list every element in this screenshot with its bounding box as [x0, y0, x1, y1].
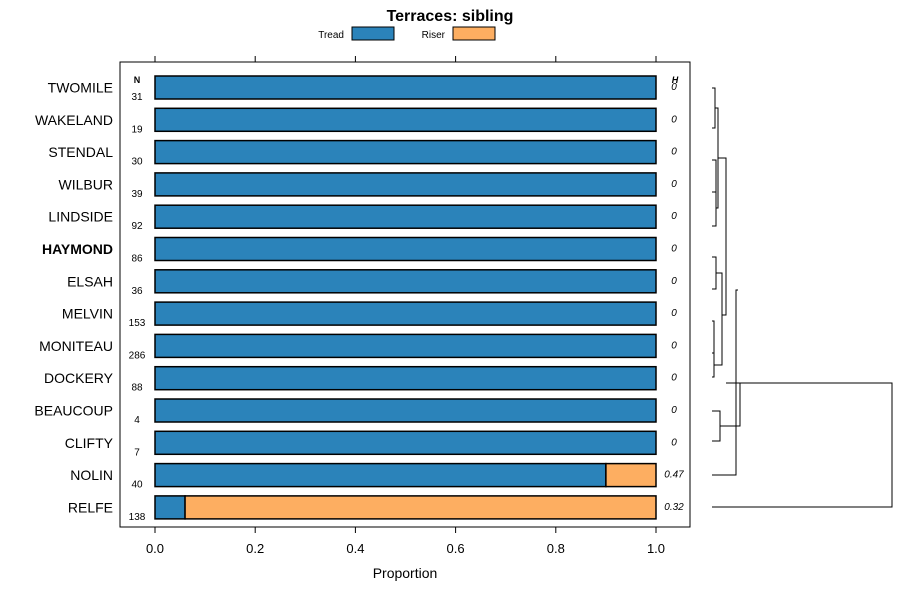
n-label-melvin: 153 — [129, 318, 146, 329]
category-label-beaucoup: BEAUCOUP — [34, 403, 113, 419]
legend-label-riser: Riser — [422, 30, 446, 41]
n-label-relfe: 138 — [129, 512, 146, 523]
h-label-stendal: 0 — [671, 147, 677, 158]
plot-panel — [119, 61, 691, 528]
chart-title: Terraces: sibling — [387, 8, 514, 25]
bar-riser-nolin — [605, 462, 657, 488]
bar-tread-relfe — [154, 495, 186, 520]
bars-group — [154, 75, 657, 520]
x-axis-label: Proportion — [373, 565, 438, 581]
category-label-relfe: RELFE — [68, 499, 113, 515]
bar-tread-wilbur — [154, 172, 657, 197]
legend: Tread Riser — [318, 26, 496, 41]
bar-tread-lindside — [154, 204, 657, 229]
bar-tread-nolin — [154, 462, 607, 488]
bar-tread-elsah — [154, 269, 657, 294]
category-label-melvin: MELVIN — [62, 306, 113, 322]
x-tick-label-2: 0.4 — [346, 541, 364, 556]
bar-tread-wakeland — [154, 107, 657, 133]
n-label-nolin: 40 — [131, 480, 143, 491]
n-label-stendal: 30 — [131, 157, 143, 168]
x-tick-label-5: 1.0 — [647, 541, 665, 556]
category-label-nolin: NOLIN — [70, 467, 113, 483]
h-label-wilbur: 0 — [671, 179, 677, 190]
h-label-relfe: 0.32 — [664, 502, 684, 513]
x-tick-label-0: 0.0 — [146, 541, 164, 556]
n-label-wakeland: 19 — [131, 124, 143, 135]
legend-swatch-riser — [452, 26, 496, 41]
n-label-clifty: 7 — [134, 447, 140, 458]
bar-tread-stendal — [154, 139, 657, 165]
x-tick-label-4: 0.8 — [547, 541, 565, 556]
bar-tread-haymond — [154, 236, 657, 262]
category-label-clifty: CLIFTY — [65, 435, 114, 451]
category-label-stendal: STENDAL — [48, 144, 113, 160]
x-tick-label-1: 0.2 — [246, 541, 264, 556]
category-label-haymond: HAYMOND — [42, 241, 113, 257]
n-label-elsah: 36 — [131, 286, 143, 297]
n-label-wilbur: 39 — [131, 189, 143, 200]
n-column-header: N — [134, 75, 141, 85]
legend-label-tread: Tread — [318, 30, 344, 41]
n-label-beaucoup: 4 — [134, 415, 140, 426]
h-label-nolin: 0.47 — [664, 470, 684, 481]
bar-tread-beaucoup — [154, 398, 657, 423]
n-label-lindside: 92 — [131, 221, 143, 232]
h-label-dockery: 0 — [671, 373, 677, 384]
bar-tread-clifty — [154, 430, 657, 456]
bar-tread-moniteau — [154, 333, 657, 359]
x-tick-label-3: 0.6 — [447, 541, 465, 556]
h-label-beaucoup: 0 — [671, 405, 677, 416]
category-label-wilbur: WILBUR — [59, 176, 113, 192]
bar-riser-relfe — [184, 495, 657, 520]
bar-tread-melvin — [154, 301, 657, 326]
bar-tread-dockery — [154, 365, 657, 391]
n-labels: 31 19 30 39 92 86 36 153 286 88 4 7 40 138 — [129, 92, 146, 523]
h-label-elsah: 0 — [671, 276, 677, 287]
category-labels: TWOMILE WAKELAND STENDAL WILBUR LINDSIDE HAYM… — [34, 80, 113, 516]
n-label-dockery: 88 — [131, 383, 143, 394]
n-label-haymond: 86 — [131, 254, 143, 265]
h-label-wakeland: 0 — [671, 114, 677, 125]
h-label-clifty: 0 — [671, 437, 677, 448]
category-label-wakeland: WAKELAND — [35, 112, 113, 128]
h-label-moniteau: 0 — [671, 340, 677, 351]
x-axis: 0.0 0.2 0.4 0.6 0.8 1.0 — [146, 56, 665, 556]
n-label-twomile: 31 — [131, 92, 143, 103]
h-label-melvin: 0 — [671, 308, 677, 319]
dendrogram — [712, 87, 893, 508]
bar-tread-twomile — [154, 75, 657, 100]
category-label-twomile: TWOMILE — [48, 80, 113, 96]
h-label-haymond: 0 — [671, 244, 677, 255]
category-label-elsah: ELSAH — [67, 273, 113, 289]
category-label-dockery: DOCKERY — [44, 370, 114, 386]
category-label-lindside: LINDSIDE — [48, 209, 113, 225]
legend-swatch-tread — [351, 26, 395, 41]
h-column-header: H — [672, 75, 679, 85]
category-label-moniteau: MONITEAU — [39, 338, 113, 354]
h-label-twomile: 0 — [671, 82, 677, 93]
h-labels: 0 0 0 0 0 0 0 0 0 0 0 0 0.47 0.32 — [664, 82, 684, 513]
n-label-moniteau: 286 — [129, 350, 146, 361]
h-label-lindside: 0 — [671, 211, 677, 222]
